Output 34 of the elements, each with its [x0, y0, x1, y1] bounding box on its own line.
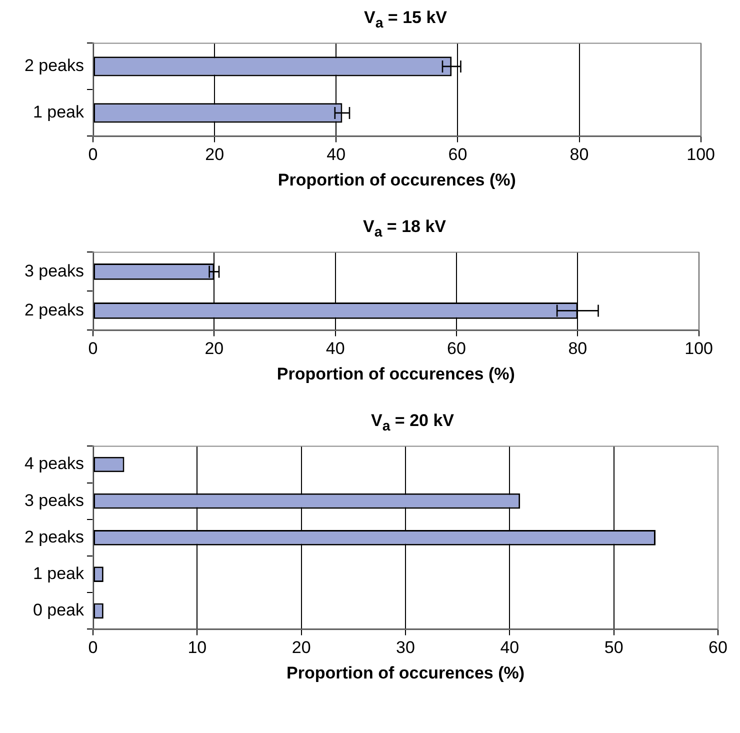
x-tick-label: 20	[292, 638, 311, 658]
x-axis-title: Proportion of occurences (%)	[276, 364, 515, 384]
x-tick-label: 60	[708, 638, 728, 658]
x-tick-label: 80	[570, 145, 589, 164]
y-tick-label: 3 peaks	[24, 490, 84, 510]
x-axis-title: Proportion of occurences (%)	[278, 170, 516, 190]
y-tick-label: 4 peaks	[24, 454, 84, 474]
y-tick-label: 0 peak	[32, 600, 84, 620]
chart-title: V$_{a}$ = 15 kV	[362, 8, 448, 32]
x-axis-title: Proportion of occurences (%)	[286, 663, 525, 682]
y-tick-label: 2 peaks	[24, 56, 84, 76]
x-tick-label: 60	[448, 145, 468, 164]
x-tick-label: 40	[326, 339, 345, 358]
x-tick-label: 100	[684, 339, 714, 358]
x-tick-label: 80	[568, 339, 588, 358]
x-tick-label: 20	[205, 145, 224, 164]
x-tick-label: 20	[204, 339, 224, 358]
x-tick-label: 40	[326, 145, 346, 164]
y-tick-label: 2 peaks	[24, 527, 84, 546]
y-tick-label: 3 peaks	[24, 261, 84, 280]
x-tick-label: 100	[686, 145, 716, 164]
chart-title: V$_{a}$ = 20 kV	[370, 411, 456, 434]
x-tick-label: 0	[88, 145, 98, 164]
x-tick-label: 40	[500, 638, 520, 658]
x-tick-label: 0	[88, 339, 98, 358]
y-tick-label: 1 peak	[32, 102, 84, 122]
x-tick-label: 10	[188, 638, 207, 658]
x-tick-label: 30	[396, 638, 415, 658]
x-tick-label: 60	[447, 339, 466, 358]
y-tick-label: 1 peak	[32, 564, 84, 583]
chart-title: V$_{a}$ = 18 kV	[362, 217, 448, 240]
x-tick-label: 0	[88, 638, 98, 658]
y-tick-label: 2 peaks	[24, 300, 84, 320]
x-tick-label: 50	[604, 638, 624, 658]
